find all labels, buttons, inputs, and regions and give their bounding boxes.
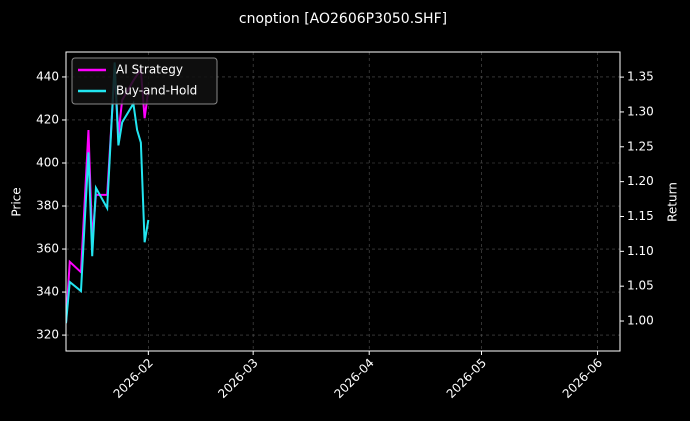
legend-label: Buy-and-Hold bbox=[116, 84, 197, 98]
y2-tick-label: 1.15 bbox=[627, 209, 654, 223]
y2-tick-label: 1.30 bbox=[627, 104, 654, 118]
y2-axis-label: Return bbox=[666, 182, 680, 222]
plot-frame bbox=[65, 51, 621, 352]
legend: AI Strategy Buy-and-Hold bbox=[71, 57, 218, 105]
y-tick-label: 440 bbox=[36, 69, 59, 83]
y2-tick-label: 1.05 bbox=[627, 279, 654, 293]
y-axis-label: Price bbox=[10, 187, 24, 216]
y2-tick-label: 1.10 bbox=[627, 244, 654, 258]
y2-tick-label: 1.25 bbox=[627, 139, 654, 153]
y-tick-label: 400 bbox=[36, 155, 59, 169]
y2-tick-label: 1.35 bbox=[627, 70, 654, 84]
legend-label: AI Strategy bbox=[116, 63, 183, 77]
y2-tick-label: 1.20 bbox=[627, 174, 654, 188]
y-tick-label: 380 bbox=[36, 199, 59, 213]
y-tick-label: 340 bbox=[36, 285, 59, 299]
y-tick-label: 360 bbox=[36, 242, 59, 256]
chart-title: cnoption [AO2606P3050.SHF] bbox=[239, 11, 447, 27]
legend-box bbox=[71, 57, 218, 105]
y-tick-label: 420 bbox=[36, 112, 59, 126]
y-tick-label: 320 bbox=[36, 328, 59, 342]
y2-tick-label: 1.00 bbox=[627, 314, 654, 328]
